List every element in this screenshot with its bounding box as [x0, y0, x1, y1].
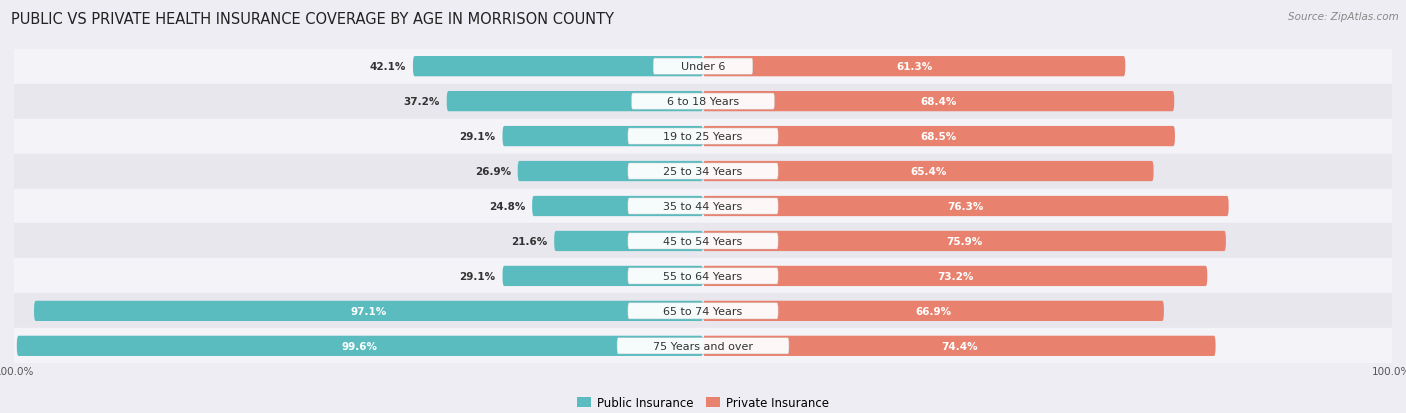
Bar	[14, 329, 1392, 363]
Text: 24.8%: 24.8%	[489, 202, 526, 211]
Text: 97.1%: 97.1%	[350, 306, 387, 316]
Text: 29.1%: 29.1%	[460, 271, 496, 281]
FancyBboxPatch shape	[531, 197, 703, 216]
Text: PUBLIC VS PRIVATE HEALTH INSURANCE COVERAGE BY AGE IN MORRISON COUNTY: PUBLIC VS PRIVATE HEALTH INSURANCE COVER…	[11, 12, 614, 27]
FancyBboxPatch shape	[654, 59, 752, 75]
FancyBboxPatch shape	[413, 57, 703, 77]
Text: 21.6%: 21.6%	[510, 236, 547, 247]
Text: 37.2%: 37.2%	[404, 97, 440, 107]
FancyBboxPatch shape	[703, 57, 1125, 77]
FancyBboxPatch shape	[34, 301, 703, 321]
Text: 76.3%: 76.3%	[948, 202, 984, 211]
Text: 99.6%: 99.6%	[342, 341, 378, 351]
FancyBboxPatch shape	[703, 266, 1208, 286]
Text: 75.9%: 75.9%	[946, 236, 983, 247]
Text: 65.4%: 65.4%	[910, 166, 946, 177]
Bar	[14, 119, 1392, 154]
FancyBboxPatch shape	[517, 161, 703, 182]
FancyBboxPatch shape	[502, 127, 703, 147]
Legend: Public Insurance, Private Insurance: Public Insurance, Private Insurance	[572, 392, 834, 413]
Text: Source: ZipAtlas.com: Source: ZipAtlas.com	[1288, 12, 1399, 22]
FancyBboxPatch shape	[617, 338, 789, 354]
Text: 6 to 18 Years: 6 to 18 Years	[666, 97, 740, 107]
Text: 26.9%: 26.9%	[475, 166, 510, 177]
FancyBboxPatch shape	[628, 129, 778, 145]
Text: 42.1%: 42.1%	[370, 62, 406, 72]
Text: 65 to 74 Years: 65 to 74 Years	[664, 306, 742, 316]
Text: 61.3%: 61.3%	[896, 62, 932, 72]
Text: 75 Years and over: 75 Years and over	[652, 341, 754, 351]
FancyBboxPatch shape	[447, 92, 703, 112]
FancyBboxPatch shape	[628, 268, 778, 284]
Bar	[14, 50, 1392, 84]
FancyBboxPatch shape	[554, 231, 703, 252]
Text: 55 to 64 Years: 55 to 64 Years	[664, 271, 742, 281]
FancyBboxPatch shape	[703, 127, 1175, 147]
Text: 25 to 34 Years: 25 to 34 Years	[664, 166, 742, 177]
FancyBboxPatch shape	[628, 233, 778, 249]
Text: Under 6: Under 6	[681, 62, 725, 72]
FancyBboxPatch shape	[628, 303, 778, 319]
Text: 73.2%: 73.2%	[936, 271, 973, 281]
Text: 29.1%: 29.1%	[460, 132, 496, 142]
Text: 74.4%: 74.4%	[941, 341, 977, 351]
Bar	[14, 84, 1392, 119]
Text: 66.9%: 66.9%	[915, 306, 952, 316]
FancyBboxPatch shape	[703, 197, 1229, 216]
Text: 68.5%: 68.5%	[921, 132, 957, 142]
Bar	[14, 224, 1392, 259]
FancyBboxPatch shape	[703, 301, 1164, 321]
FancyBboxPatch shape	[628, 199, 778, 214]
Text: 68.4%: 68.4%	[921, 97, 957, 107]
FancyBboxPatch shape	[628, 164, 778, 180]
FancyBboxPatch shape	[17, 336, 703, 356]
FancyBboxPatch shape	[703, 336, 1216, 356]
Bar	[14, 294, 1392, 329]
FancyBboxPatch shape	[703, 92, 1174, 112]
FancyBboxPatch shape	[703, 161, 1153, 182]
Text: 19 to 25 Years: 19 to 25 Years	[664, 132, 742, 142]
Bar	[14, 154, 1392, 189]
Bar	[14, 259, 1392, 294]
FancyBboxPatch shape	[703, 231, 1226, 252]
FancyBboxPatch shape	[502, 266, 703, 286]
Bar	[14, 189, 1392, 224]
Text: 35 to 44 Years: 35 to 44 Years	[664, 202, 742, 211]
Text: 45 to 54 Years: 45 to 54 Years	[664, 236, 742, 247]
FancyBboxPatch shape	[631, 94, 775, 110]
